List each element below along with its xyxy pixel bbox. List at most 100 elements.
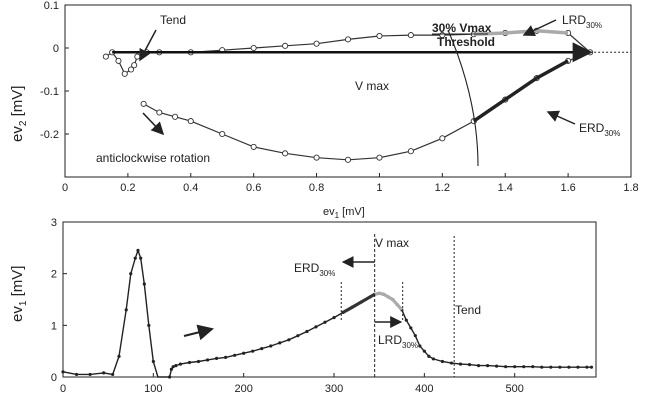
top-loop-point bbox=[344, 36, 352, 43]
bottom-signal-point bbox=[458, 362, 463, 366]
bottom-signal-point bbox=[124, 308, 128, 312]
top-chart: 0 0.2 0.4 0.6 0.8 1 1.2 1.4 1.6 1.8 0.1 0 -0.1 -0.2 T… bbox=[9, 0, 639, 220]
bottom-signal-point bbox=[427, 354, 431, 358]
bottom-signal-point bbox=[171, 365, 175, 369]
top-x-tick-label: 0 bbox=[62, 182, 68, 194]
top-x-tick-label: 0.8 bbox=[309, 182, 324, 194]
bottom-signal-point bbox=[205, 358, 210, 362]
bottom-signal-point bbox=[287, 338, 291, 342]
top-lrd-segment bbox=[473, 29, 569, 36]
bottom-signal-point bbox=[485, 364, 490, 368]
bottom-lrd-label: LRD30% bbox=[378, 333, 418, 350]
top-loop-point bbox=[127, 66, 135, 73]
bottom-signal-point bbox=[409, 326, 413, 330]
top-rotation-label: anticlockwise rotation bbox=[96, 151, 210, 165]
bottom-signal-point bbox=[558, 365, 562, 369]
bottom-x-tick-label: 400 bbox=[415, 383, 433, 395]
bottom-signal-point bbox=[495, 364, 499, 368]
bottom-signal-point bbox=[504, 365, 508, 369]
top-loop-point bbox=[115, 57, 122, 64]
bottom-signal-point bbox=[242, 351, 246, 355]
top-ticks: 0 0.2 0.4 0.6 0.8 1 1.2 1.4 1.6 1.8 0.1 0 -0.1 -0.2 bbox=[40, 0, 639, 194]
top-loop-point bbox=[376, 32, 383, 40]
bottom-tend-label: Tend bbox=[455, 303, 481, 317]
top-x-tick-label: 0.6 bbox=[246, 182, 261, 194]
top-x-tick-label: 1.6 bbox=[560, 182, 575, 194]
top-loop-point bbox=[344, 156, 352, 163]
top-erd-label: ERD30% bbox=[579, 121, 620, 138]
bottom-signal-point bbox=[224, 355, 228, 359]
top-loop-point bbox=[140, 100, 147, 107]
top-y-tick-label: -0.2 bbox=[40, 129, 59, 141]
bottom-signal-point bbox=[314, 325, 318, 329]
bottom-signal-point bbox=[133, 256, 137, 260]
bottom-signal-point bbox=[187, 360, 192, 365]
top-lrd-label: LRD30% bbox=[562, 13, 602, 30]
bottom-signal-point bbox=[178, 362, 183, 366]
top-y-tick-label: 0.1 bbox=[44, 0, 59, 12]
bottom-signal-point bbox=[168, 375, 172, 379]
bottom-signal-point bbox=[585, 365, 589, 369]
top-loop-point bbox=[156, 109, 163, 116]
bottom-chart: 0 100 200 300 400 500 3 2 1 0 V max ERD30% LRD30%… bbox=[9, 217, 597, 395]
bottom-signal-point bbox=[576, 365, 580, 369]
bottom-signal-point bbox=[549, 365, 553, 369]
bottom-signal-point bbox=[431, 357, 435, 361]
top-ylabel: ev2 [mV] bbox=[9, 86, 29, 142]
top-loop-point bbox=[282, 42, 289, 49]
bottom-signal-point bbox=[136, 248, 140, 253]
bottom-signal-point bbox=[169, 367, 174, 371]
top-loop-point bbox=[407, 32, 414, 39]
top-x-tick-label: 1.2 bbox=[435, 182, 450, 194]
bottom-vmax-label: V max bbox=[375, 236, 409, 250]
bottom-signal-point bbox=[531, 365, 535, 369]
bottom-signal-point bbox=[61, 370, 65, 374]
bottom-erd-label: ERD30% bbox=[294, 261, 335, 278]
top-series bbox=[102, 27, 631, 163]
top-loop-point bbox=[250, 44, 257, 52]
bottom-x-tick-label: 0 bbox=[60, 383, 66, 395]
top-tend-label: Tend bbox=[160, 13, 186, 27]
bottom-signal-point bbox=[196, 359, 201, 364]
bottom-signal-point bbox=[513, 365, 517, 369]
bottom-ticks: 0 100 200 300 400 500 3 2 1 0 bbox=[51, 217, 524, 395]
top-erd-segment bbox=[472, 59, 569, 123]
top-loop-point bbox=[250, 143, 257, 150]
bottom-signal-point bbox=[214, 356, 219, 360]
top-tend-arrow bbox=[139, 29, 157, 62]
bottom-signal-point bbox=[142, 282, 146, 286]
bottom-signal-point bbox=[129, 272, 133, 276]
top-loop-line bbox=[105, 30, 592, 161]
bottom-y-tick-label: 0 bbox=[51, 372, 57, 384]
bottom-signal-point bbox=[117, 354, 121, 358]
top-erd-arrow bbox=[546, 110, 576, 125]
bottom-signal-point bbox=[589, 365, 594, 369]
bottom-x-tick-label: 200 bbox=[234, 383, 252, 395]
top-loop-point bbox=[187, 118, 194, 125]
top-loop-point bbox=[376, 154, 383, 161]
top-x-tick-label: 1.4 bbox=[498, 182, 513, 194]
bottom-signal-point bbox=[422, 349, 426, 353]
bottom-signal-point bbox=[174, 364, 178, 368]
bottom-signal-point bbox=[540, 365, 544, 369]
top-y-tick-label: 0 bbox=[53, 43, 59, 55]
top-loop-point bbox=[134, 53, 141, 60]
bottom-signal-point bbox=[251, 349, 255, 353]
bottom-signal-point bbox=[233, 353, 237, 357]
bottom-signal-point bbox=[102, 371, 106, 375]
top-loop-point bbox=[131, 62, 138, 69]
bottom-signal-point bbox=[467, 363, 472, 367]
bottom-signal-point bbox=[260, 346, 264, 351]
top-vmax-label: V max bbox=[355, 79, 389, 93]
bottom-erd-segment bbox=[342, 292, 376, 314]
top-threshold-arc bbox=[447, 29, 479, 167]
top-x-tick-label: 1.8 bbox=[623, 182, 638, 194]
bottom-signal-point bbox=[323, 320, 327, 324]
top-loop-point bbox=[219, 130, 226, 138]
top-x-tick-label: 0.2 bbox=[120, 182, 135, 194]
bottom-x-tick-label: 500 bbox=[506, 383, 524, 395]
top-x-tick-label: 1 bbox=[376, 182, 382, 194]
bottom-signal-point bbox=[147, 323, 151, 327]
bottom-signal-point bbox=[476, 364, 481, 368]
